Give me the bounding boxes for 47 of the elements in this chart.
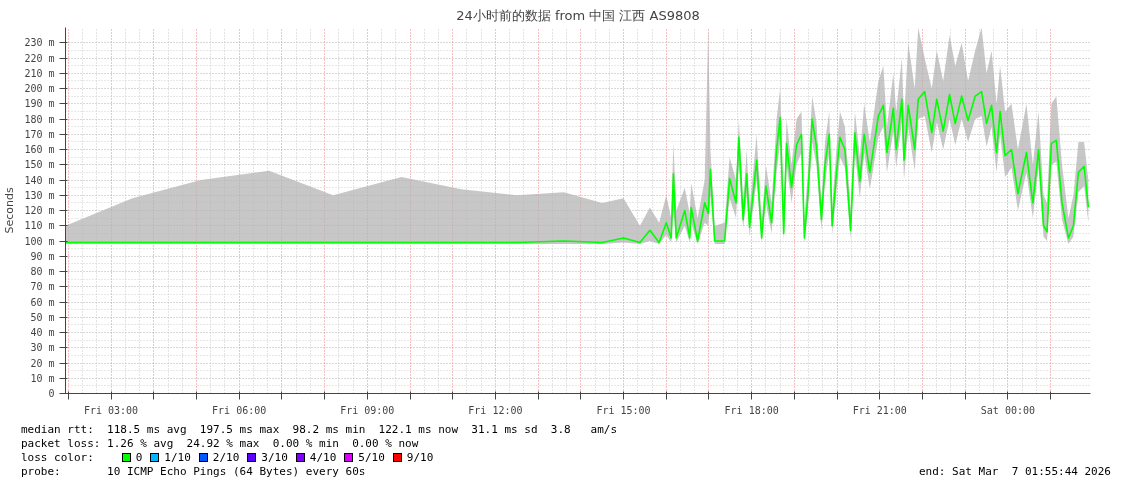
- y-tick-label: 180 m: [24, 113, 55, 125]
- x-tick-label: Sat 00:00: [980, 404, 1036, 416]
- y-tick-label: 230 m: [24, 37, 55, 49]
- chart-title: 24小时前的数据 from 中国 江西 AS9808: [456, 7, 700, 23]
- legend-label: 0: [135, 451, 143, 464]
- x-tick-label: Fri 15:00: [596, 404, 651, 416]
- y-tick-label: 150 m: [24, 159, 55, 171]
- y-tick-label: 220 m: [24, 52, 55, 64]
- line-series: [65, 90, 1090, 244]
- y-tick-label: 90 m: [30, 250, 55, 262]
- text: packet loss: 1.26 % avg 24.92 % max 0.00 % min 0.00 % now: [21, 437, 420, 451]
- y-tick-label: 0: [48, 388, 55, 399]
- legend-label: 9/10: [406, 451, 434, 464]
- y-tick-label: 170 m: [24, 128, 55, 140]
- y-tick-label: 190 m: [24, 98, 55, 110]
- y-tick-label: 130 m: [24, 189, 55, 201]
- y-tick-label: 10 m: [30, 372, 55, 384]
- x-tick-label: Fri 12:00: [468, 404, 523, 416]
- y-tick-label: 80 m: [30, 266, 55, 277]
- y-tick-label: 140 m: [24, 174, 55, 186]
- y-tick-label: 210 m: [24, 67, 55, 79]
- y-tick-label: 110 m: [24, 220, 55, 232]
- y-tick-label: 50 m: [30, 311, 55, 323]
- y-tick-label: 70 m: [30, 281, 55, 293]
- y-tick-label: 100 m: [24, 235, 55, 247]
- text: median rtt: 118.5 ms avg 197.5 ms max 98.2 ms min 122.1 ms now 31.1 ms sd 3.8 am/s: [21, 423, 619, 437]
- legend-label: 1/10: [164, 451, 191, 464]
- y-tick-label: 40 m: [30, 327, 55, 338]
- y-tick-label: 160 m: [24, 144, 55, 155]
- text: end: Sat Mar 7 01:55:44 2026: [918, 465, 1111, 479]
- legend-label: 2/10: [212, 451, 240, 464]
- y-tick-label: 60 m: [30, 296, 55, 308]
- x-tick-label: Fri 21:00: [852, 404, 907, 416]
- x-tick-label: Fri 03:00: [83, 404, 139, 416]
- y-tick-label: 120 m: [24, 205, 55, 216]
- x-tick-label: Fri 18:00: [724, 404, 779, 416]
- x-tick-label: Fri 06:00: [212, 404, 267, 416]
- text: probe: 10 ICMP Echo Pings (64 Bytes) every 60s: [21, 465, 366, 479]
- legend-label: 3/10: [261, 451, 288, 464]
- text: loss color:: [21, 451, 94, 464]
- y-tick-label: 30 m: [30, 342, 55, 354]
- legend-label: 4/10: [309, 451, 337, 464]
- y-tick-label: 20 m: [30, 357, 55, 369]
- y-axis-title: Seconds: [3, 187, 17, 234]
- x-tick-label: Fri 09:00: [340, 404, 395, 416]
- legend-label: 5/10: [358, 451, 385, 464]
- y-tick-label: 200 m: [24, 83, 55, 94]
